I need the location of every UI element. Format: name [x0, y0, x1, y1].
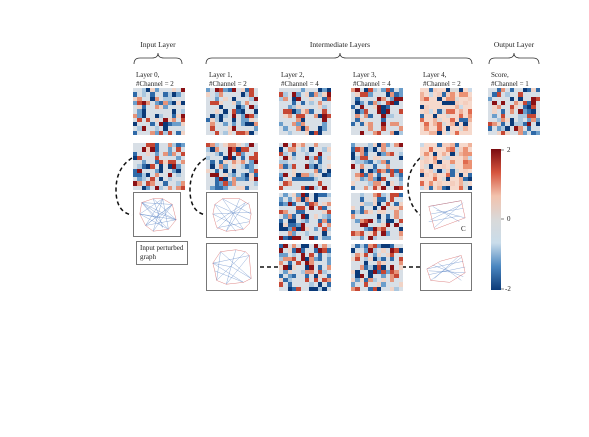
heatmap-tile	[420, 143, 472, 190]
layer1-graph-top	[206, 192, 258, 238]
colorbar-min-label: -2	[505, 285, 511, 293]
heatmap-tile	[206, 143, 258, 190]
layer4-graph-bottom	[420, 243, 472, 291]
intermediate-layers-header: Intermediate Layers	[309, 40, 371, 49]
heatmap-tile	[279, 88, 331, 135]
graph-marker-c: C	[461, 225, 466, 233]
heatmap-tile	[351, 244, 403, 291]
input-layer-header: Input Layer	[140, 40, 176, 49]
heatmap-tile	[420, 88, 472, 135]
layer1-graph-bottom	[206, 243, 258, 291]
input-graph-drawing	[139, 198, 177, 232]
heatmap-tile	[351, 88, 403, 135]
layer-4-label: Layer 4, #Channel = 2	[423, 71, 461, 88]
layer-2-label: Layer 2, #Channel = 4	[281, 71, 319, 88]
input-graph-box	[133, 192, 181, 237]
colorbar	[491, 149, 501, 290]
layer-0-label: Layer 0, #Channel = 2	[136, 71, 174, 88]
heatmap-tile	[279, 143, 331, 190]
score-label: Score, #Channel = 1	[491, 71, 529, 88]
heatmap-tile	[351, 193, 403, 240]
heatmap-tile	[133, 143, 185, 190]
layer-1-label: Layer 1, #Channel = 2	[209, 71, 247, 88]
heatmap-tile	[206, 88, 258, 135]
heatmap-tile	[351, 143, 403, 190]
colorbar-mid-label: 0	[507, 215, 511, 223]
colorbar-max-label: 2	[507, 146, 511, 154]
output-layer-header: Output Layer	[493, 40, 535, 49]
heatmap-tile	[279, 193, 331, 240]
input-graph-caption: Input perturbed graph	[136, 241, 188, 265]
heatmap-tile	[133, 88, 185, 135]
heatmap-tile	[488, 88, 540, 135]
layer-3-label: Layer 3, #Channel = 4	[353, 71, 391, 88]
heatmap-tile	[279, 244, 331, 291]
layer4-graph-top: C	[420, 192, 472, 238]
